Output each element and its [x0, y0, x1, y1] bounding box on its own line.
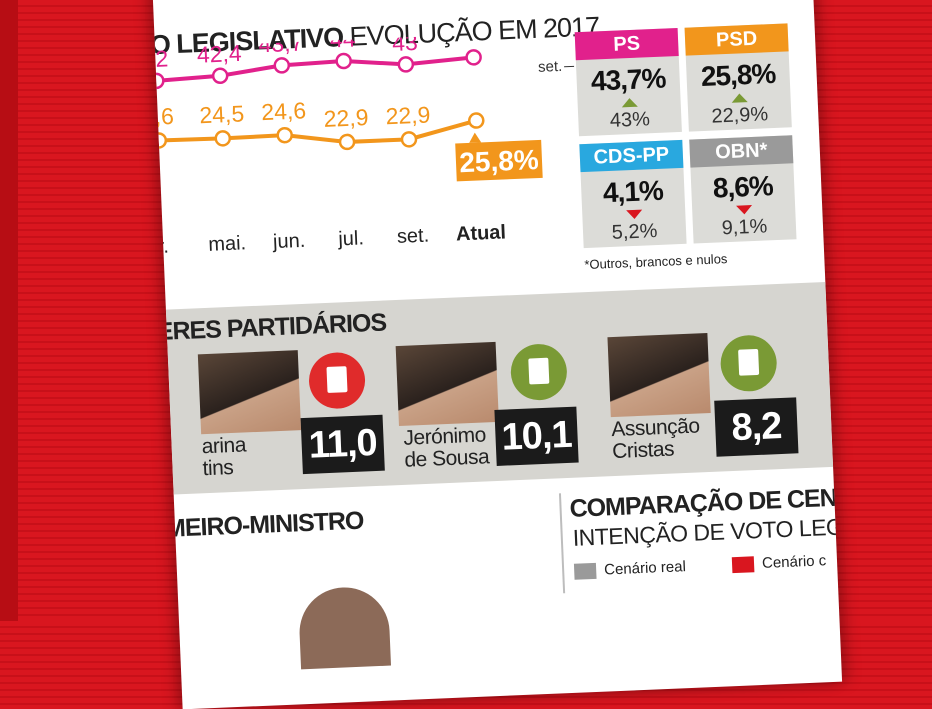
tile-psd-previous: 22,9% — [688, 102, 792, 129]
leader-name: Assunção Cristas — [611, 415, 701, 463]
tile-cds-previous: 5,2% — [583, 219, 687, 246]
red-background-strip — [0, 0, 18, 621]
data-point — [277, 128, 292, 143]
tile-ps: PS 43,7% 43% — [575, 28, 682, 136]
data-point — [152, 133, 167, 148]
trend-down-badge-icon — [308, 351, 366, 409]
x-tick-label: mai. — [208, 232, 247, 256]
footnote: *Outros, brancos e nulos — [584, 251, 728, 272]
tile-obn-current: 8,6% — [691, 169, 795, 205]
tile-cds-current: 4,1% — [581, 174, 685, 210]
tile-psd: PSD 25,8% 22,9% — [685, 23, 792, 131]
data-label: 24,5 — [199, 100, 245, 128]
data-label: 22,9 — [323, 104, 369, 132]
tile-ps-head: PS — [575, 28, 679, 60]
x-tick-label: set. — [396, 225, 429, 248]
leader-card: arina tins 11,0 — [198, 346, 403, 484]
data-point — [466, 50, 481, 65]
legend-item: Cenário c — [732, 552, 827, 573]
tile-obn-head: OBN* — [689, 135, 793, 167]
leader-card: Jerónimo de Sousa 10,1 — [396, 338, 601, 476]
leader-score: 8,2 — [714, 397, 798, 456]
data-label: 22,9 — [385, 101, 431, 129]
trend-up-icon — [621, 98, 637, 108]
legend-label: Cenário real — [604, 558, 686, 578]
data-point — [336, 54, 351, 69]
tile-ps-previous: 43% — [578, 107, 682, 134]
tile-cds: CDS-PP 4,1% 5,2% — [579, 140, 686, 248]
data-point — [213, 69, 228, 84]
tile-obn: OBN* 8,6% 9,1% — [689, 135, 796, 243]
data-point — [216, 131, 231, 146]
leader-name: arina tins — [201, 434, 247, 480]
legend-label: Cenário c — [762, 552, 827, 572]
tile-ps-current: 43,7% — [576, 62, 680, 98]
data-point — [469, 113, 484, 128]
value-callout-pointer — [469, 132, 481, 142]
pm-title: MEIRO-MINISTRO — [165, 507, 365, 544]
leader-name-line1: arina — [201, 434, 246, 458]
trend-down-icon — [736, 205, 752, 215]
leader-name: Jerónimo de Sousa — [403, 424, 490, 472]
leader-name-line2: Cristas — [612, 437, 701, 463]
leader-card: Assunção Cristas 8,2 — [607, 329, 812, 467]
legend-swatch — [574, 563, 597, 580]
leaders-title: ERES PARTIDÁRIOS — [156, 308, 386, 347]
leader-score: 11,0 — [301, 415, 385, 474]
leader-score: 10,1 — [494, 407, 578, 466]
data-point — [150, 74, 164, 89]
x-tick-label: jul. — [337, 227, 364, 250]
trend-up-badge-icon — [510, 343, 568, 401]
trend-down-icon — [626, 210, 642, 220]
tile-cds-head: CDS-PP — [579, 140, 683, 172]
column-divider — [559, 493, 565, 593]
leaders-section: ERES PARTIDÁRIOS arina tins 11,0 Jerónim… — [166, 282, 833, 494]
pm-photo — [298, 586, 391, 670]
trend-up-badge-icon — [720, 334, 778, 392]
x-tick-label: Atual — [456, 221, 507, 245]
leader-photo — [198, 350, 301, 434]
tile-psd-head: PSD — [685, 23, 789, 55]
tile-psd-current: 25,8% — [686, 57, 790, 93]
leader-name-line2: de Sousa — [404, 446, 490, 472]
vote-evolution-chart: 4242,443,7444343,7%4,624,524,622,922,925… — [150, 30, 585, 288]
leader-name-line2: tins — [202, 456, 247, 480]
data-point — [399, 57, 414, 72]
data-point — [340, 135, 355, 150]
x-tick-label: r. — [157, 235, 169, 257]
legend-swatch — [732, 556, 755, 573]
trend-up-icon — [731, 93, 747, 103]
data-point — [274, 58, 289, 73]
data-point — [402, 132, 417, 147]
legend-item: Cenário real — [574, 558, 686, 580]
data-label: 42 — [150, 45, 169, 72]
tile-obn-previous: 9,1% — [693, 214, 797, 241]
leader-photo — [396, 342, 499, 426]
leader-photo — [607, 333, 710, 417]
data-label: 4,6 — [150, 103, 174, 130]
value-callout-label: 25,8% — [459, 144, 540, 178]
data-label: 24,6 — [261, 97, 307, 125]
x-tick-label: jun. — [272, 230, 306, 253]
row-label-previous: set. — [538, 58, 563, 76]
